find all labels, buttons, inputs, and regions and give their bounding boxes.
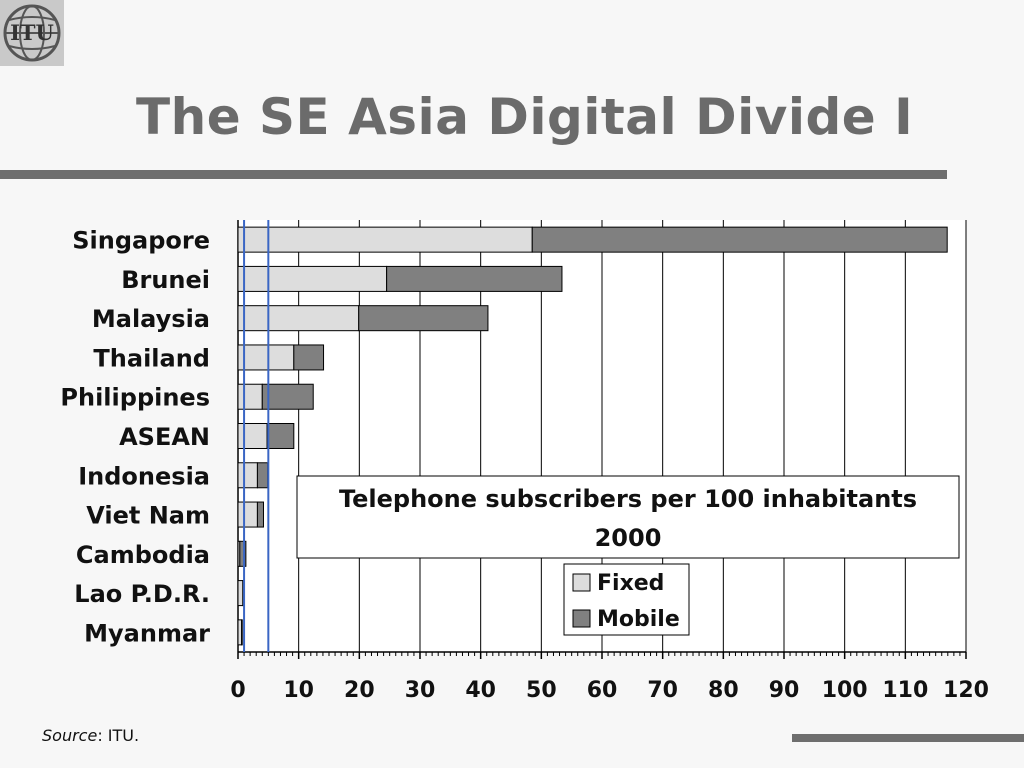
category-label: Philippines xyxy=(60,384,210,412)
legend-label-fixed: Fixed xyxy=(597,571,664,596)
bar-mobile-asean xyxy=(266,423,295,449)
bar-fixed-singapore xyxy=(237,226,533,253)
x-tick-label: 120 xyxy=(943,678,989,703)
footer-divider xyxy=(792,734,1024,742)
x-tick-label: 80 xyxy=(708,678,739,703)
bar-mobile-brunei xyxy=(386,265,563,292)
chart-title-line: Telephone subscribers per 100 inhabitant… xyxy=(339,485,917,513)
bar-mobile-indonesia xyxy=(256,462,269,489)
source-label: Source xyxy=(42,726,98,745)
page-title: The SE Asia Digital Divide I xyxy=(136,88,914,146)
legend-swatch-fixed xyxy=(572,573,591,592)
x-tick-label: 60 xyxy=(587,678,618,703)
x-tick-label: 10 xyxy=(283,678,314,703)
bar-fixed-viet-nam xyxy=(237,501,258,528)
legend-label-mobile: Mobile xyxy=(597,607,680,632)
bar-mobile-cambodia xyxy=(239,540,247,567)
bar-fixed-philippines xyxy=(237,383,263,410)
category-label: Myanmar xyxy=(84,619,210,647)
category-label: Malaysia xyxy=(92,305,210,333)
itu-globe-icon: ITU xyxy=(3,4,61,62)
category-label: Singapore xyxy=(72,227,210,255)
bar-mobile-philippines xyxy=(261,383,314,410)
source-value: : ITU. xyxy=(97,726,140,745)
chart-title-line: 2000 xyxy=(595,524,662,552)
bar-mobile-thailand xyxy=(293,344,325,371)
category-label: Indonesia xyxy=(78,462,210,490)
bar-mobile-myanmar xyxy=(241,619,243,646)
category-label: Cambodia xyxy=(76,541,210,569)
title-divider xyxy=(0,170,947,179)
x-tick-label: 50 xyxy=(526,678,557,703)
x-tick-label: 30 xyxy=(405,678,436,703)
x-tick-label: 40 xyxy=(465,678,496,703)
bar-fixed-thailand xyxy=(237,344,295,371)
category-label: Viet Nam xyxy=(86,502,210,530)
x-tick-label: 20 xyxy=(344,678,375,703)
x-tick-label: 90 xyxy=(769,678,800,703)
legend-swatch-mobile xyxy=(572,609,591,628)
category-label: Thailand xyxy=(93,344,210,372)
bar-fixed-malaysia xyxy=(237,305,360,332)
bar-fixed-indonesia xyxy=(237,462,258,489)
x-tick-label: 110 xyxy=(882,678,928,703)
bar-fixed-lao-p-d-r- xyxy=(237,580,244,607)
x-tick-label: 0 xyxy=(230,678,245,703)
bar-fixed-asean xyxy=(237,423,268,449)
category-label: Brunei xyxy=(121,266,210,294)
x-tick-label: 100 xyxy=(822,678,868,703)
category-label: ASEAN xyxy=(119,423,210,451)
source-note: Source: ITU. xyxy=(42,726,139,745)
bar-mobile-singapore xyxy=(531,226,948,253)
logo-text: ITU xyxy=(10,20,54,45)
bar-mobile-malaysia xyxy=(358,305,489,332)
bar-mobile-viet-nam xyxy=(256,501,264,528)
category-label: Lao P.D.R. xyxy=(74,580,210,608)
x-tick-label: 70 xyxy=(647,678,678,703)
chart-title-box xyxy=(296,475,960,559)
itu-logo: ITU xyxy=(0,0,64,66)
bar-fixed-brunei xyxy=(237,265,388,292)
bar-fixed-myanmar xyxy=(237,619,243,646)
